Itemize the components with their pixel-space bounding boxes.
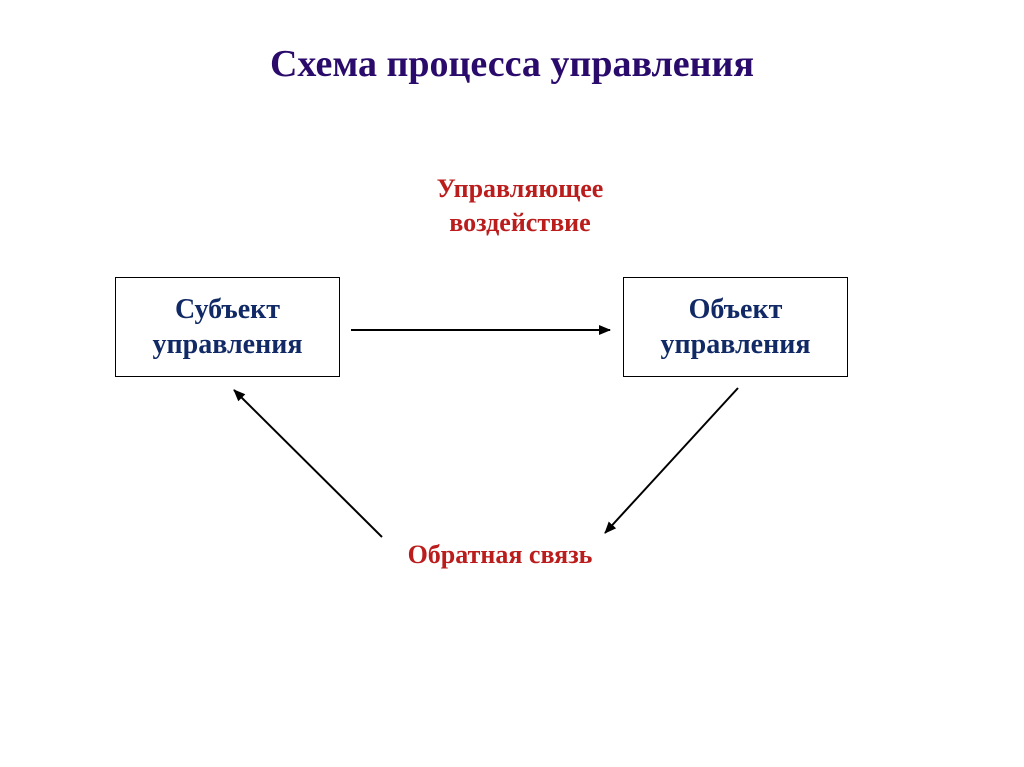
- subject-line1: Субъект: [152, 292, 302, 327]
- edge-feedback-to-subject: [234, 390, 382, 537]
- diagram-title: Схема процесса управления: [0, 42, 1024, 86]
- control-action-line1: Управляющее: [395, 172, 645, 206]
- object-line1: Объект: [660, 292, 810, 327]
- object-line2: управления: [660, 327, 810, 362]
- subject-line2: управления: [152, 327, 302, 362]
- subject-node: Субъект управления: [115, 277, 340, 377]
- control-action-line2: воздействие: [395, 206, 645, 240]
- object-node: Объект управления: [623, 277, 848, 377]
- edge-object-to-feedback: [605, 388, 738, 533]
- control-action-label: Управляющее воздействие: [395, 172, 645, 240]
- arrow-layer: [0, 0, 1024, 767]
- feedback-label: Обратная связь: [370, 540, 630, 570]
